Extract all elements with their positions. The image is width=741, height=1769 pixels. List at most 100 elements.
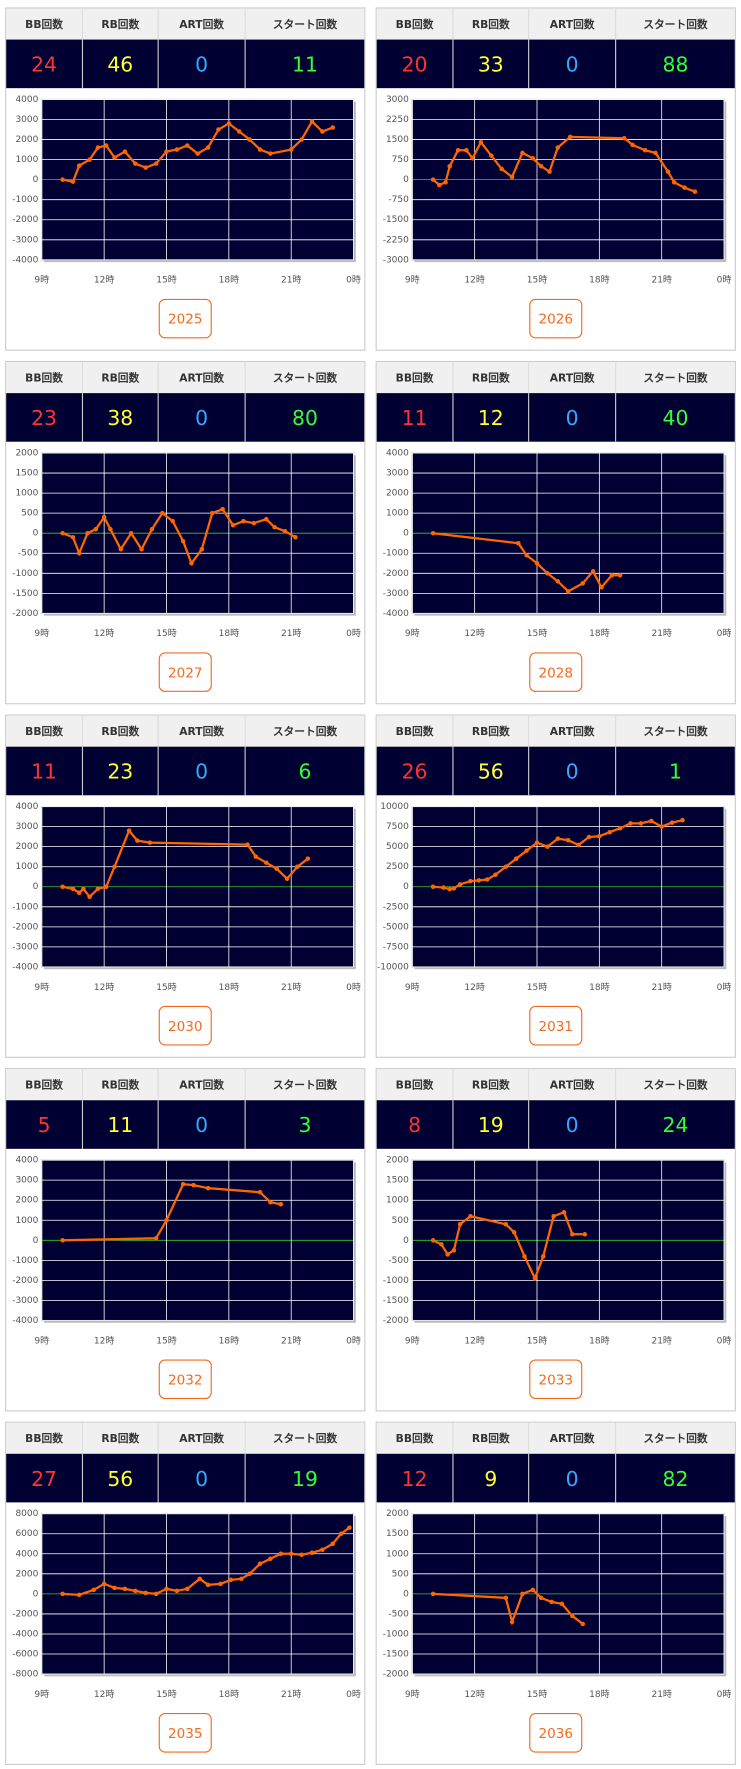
x-tick-label: 21時 [651,275,671,286]
y-tick-label: 3000 [15,115,38,125]
point [513,856,519,861]
y-tick-label: -1000 [12,195,38,205]
y-tick-label: 1500 [386,1529,409,1539]
y-tick-label: 1000 [386,509,409,519]
year-button[interactable] [158,1713,212,1753]
point [293,534,298,540]
y-tick-label: 2000 [386,489,409,499]
y-tick-label: -1500 [383,1650,409,1660]
x-tick-label: 0時 [346,1335,361,1346]
point [665,169,671,174]
year-button[interactable] [158,652,212,692]
year-button-label[interactable]: 2030 [168,1019,202,1035]
x-tick-label: 9時 [405,275,420,286]
point [330,125,336,130]
header-label: RB回数 [472,1432,510,1445]
header-label: BB回数 [396,18,434,31]
year-button[interactable] [529,1005,583,1046]
y-tick-label: 1000 [15,1216,38,1226]
point [185,1586,190,1592]
y-tick-label: 6000 [15,1529,38,1539]
point [247,1571,252,1577]
point [628,821,633,826]
point [230,522,236,528]
year-button-label[interactable]: 2028 [539,665,573,681]
y-tick-label: 0 [33,1589,39,1599]
y-tick-label: 0 [33,882,39,892]
header-label: RB回数 [101,1432,139,1445]
point [205,145,211,150]
year-button[interactable] [158,298,212,339]
point [133,1588,138,1594]
point [195,151,200,156]
y-tick-label: 0 [33,529,39,539]
point [164,149,169,154]
header-label: ART回数 [179,1432,224,1445]
point [580,581,585,586]
y-tick-label: -2000 [383,1670,409,1680]
year-button[interactable] [529,1713,583,1753]
point [241,518,246,524]
header-label: BB回数 [396,1079,434,1092]
point [268,1199,273,1205]
stat-value: 0 [195,1113,208,1137]
header-row [376,1069,735,1101]
header-label: スタート回数 [643,371,708,384]
y-tick-label: -3000 [383,255,409,265]
point [540,1254,546,1259]
header-row [376,8,735,41]
year-button-label[interactable]: 2025 [168,312,202,328]
x-tick-label: 18時 [219,628,240,639]
x-tick-label: 15時 [156,1689,177,1700]
y-tick-label: -750 [388,195,409,205]
x-tick-label: 0時 [346,982,361,993]
header-label: スタート回数 [273,371,338,384]
year-button-label[interactable]: 2027 [168,665,202,681]
point [580,1621,585,1627]
x-tick-label: 15時 [527,275,548,286]
year-button-label[interactable]: 2035 [168,1726,202,1742]
stat-value: 11 [402,406,428,430]
point [520,150,525,156]
x-tick-label: 12時 [464,1689,485,1700]
x-tick-label: 0時 [717,628,732,639]
point [534,561,540,566]
year-button-label[interactable]: 2033 [539,1372,573,1388]
y-tick-label: 4000 [15,95,38,105]
point [220,506,225,512]
year-button-label[interactable]: 2032 [168,1372,202,1388]
y-tick-label: 1000 [386,1196,409,1206]
point [185,143,190,148]
point [228,1577,234,1583]
point [191,1182,196,1188]
x-tick-label: 21時 [281,1335,302,1346]
point [622,135,627,141]
y-tick-label: -2500 [383,902,409,912]
x-tick-label: 21時 [651,628,671,639]
point [447,164,452,169]
line [62,1526,351,1597]
year-button[interactable] [529,1359,583,1400]
year-button[interactable] [158,1005,212,1046]
year-button-label[interactable]: 2031 [539,1019,573,1035]
point [112,155,117,160]
x-tick-label: 15時 [156,1335,177,1346]
year-button[interactable] [529,298,583,339]
year-button[interactable] [529,652,583,692]
year-button[interactable] [158,1359,212,1400]
x-tick-label: 9時 [405,628,420,639]
point [295,864,300,869]
year-button-label[interactable]: 2026 [539,312,573,328]
y-tick-label: -4000 [12,255,38,265]
point [257,1561,263,1567]
x-tick-label: 18時 [219,275,240,286]
point [174,147,180,152]
point [170,518,175,524]
y-tick-label: -2000 [12,1609,38,1619]
y-tick-label: 1000 [386,1549,409,1559]
y-tick-label: 500 [392,1216,409,1226]
point [549,1599,554,1605]
year-button-label[interactable]: 2036 [539,1726,573,1742]
y-tick-label: 500 [392,1569,409,1579]
x-tick-label: 18時 [589,275,610,286]
